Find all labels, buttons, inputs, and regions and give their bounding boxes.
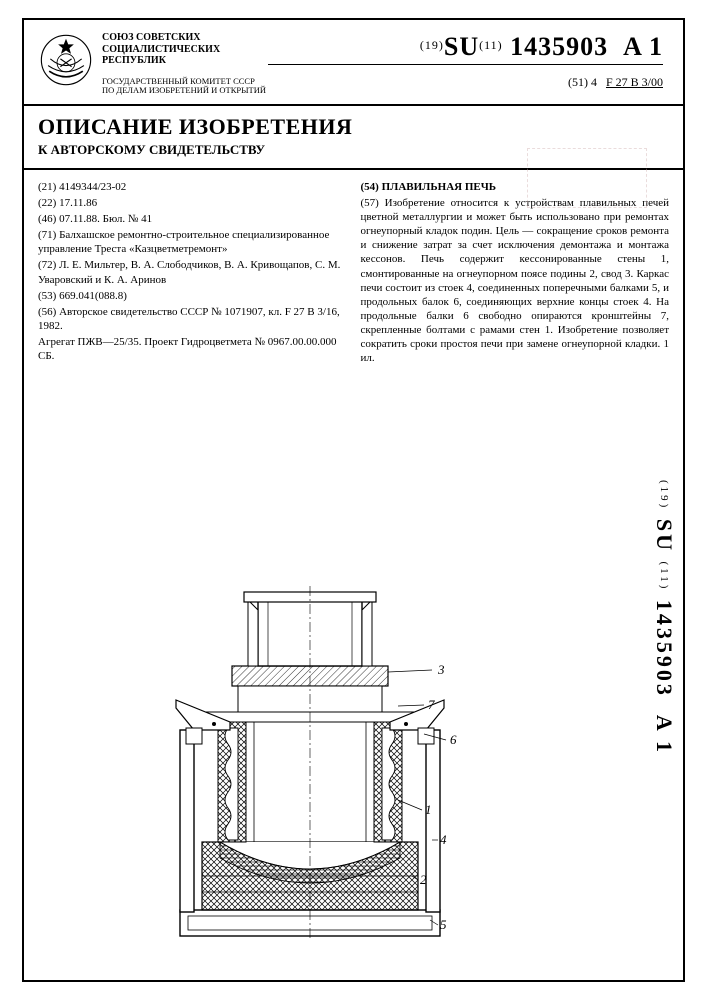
svg-text:7: 7	[428, 697, 435, 712]
class-code: F 27 B 3/00	[606, 75, 663, 89]
field-71: (71) Балхашское ремонтно-строительное сп…	[38, 228, 347, 256]
emblem-block: СОЮЗ СОВЕТСКИХ СОЦИАЛИСТИЧЕСКИХ РЕСПУБЛИ…	[38, 32, 268, 96]
svg-text:2: 2	[420, 872, 427, 887]
class-prefix: (51) 4	[568, 75, 597, 89]
svg-text:6: 6	[450, 732, 457, 747]
code-19: (19)	[420, 38, 444, 52]
left-column: (21) 4149344/23-02 (22) 17.11.86 (46) 07…	[38, 180, 347, 367]
doc-title: ОПИСАНИЕ ИЗОБРЕТЕНИЯ	[38, 114, 669, 140]
code-country: SU	[444, 32, 479, 61]
field-46: (46) 07.11.88. Бюл. № 41	[38, 212, 347, 226]
union-line2: СОЦИАЛИСТИЧЕСКИХ	[102, 44, 266, 56]
svg-text:5: 5	[440, 917, 447, 932]
code-11: (11)	[479, 38, 503, 52]
field-56: (56) Авторское свидетельство СССР № 1071…	[38, 305, 347, 333]
union-line1: СОЮЗ СОВЕТСКИХ	[102, 32, 266, 44]
field-56b: Агрегат ПЖВ—25/35. Проект Гидроцветмета …	[38, 335, 347, 363]
field-72: (72) Л. Е. Мильтер, В. А. Слободчиков, В…	[38, 258, 347, 286]
svg-text:1: 1	[425, 802, 432, 817]
field-53: (53) 669.041(088.8)	[38, 289, 347, 303]
code-number: 1435903	[510, 32, 608, 61]
code-kind: A 1	[623, 32, 663, 61]
furnace-diagram: 3 7 6 1 2 4 5	[130, 580, 510, 950]
abstract: (57) Изобретение относится к устройствам…	[361, 196, 670, 365]
header: СОЮЗ СОВЕТСКИХ СОЦИАЛИСТИЧЕСКИХ РЕСПУБЛИ…	[24, 20, 683, 106]
right-column: (54) ПЛАВИЛЬНАЯ ПЕЧЬ (57) Изобретение от…	[361, 180, 670, 367]
field-21: (21) 4149344/23-02	[38, 180, 347, 194]
header-text: СОЮЗ СОВЕТСКИХ СОЦИАЛИСТИЧЕСКИХ РЕСПУБЛИ…	[102, 32, 266, 96]
field-22: (22) 17.11.86	[38, 196, 347, 210]
committee-line2: ПО ДЕЛАМ ИЗОБРЕТЕНИЙ И ОТКРЫТИЙ	[102, 86, 266, 96]
side-code: (19) SU (11) 1435903 A 1	[651, 480, 677, 755]
ussr-emblem-icon	[38, 32, 94, 88]
union-line3: РЕСПУБЛИК	[102, 55, 266, 67]
svg-text:4: 4	[440, 832, 447, 847]
svg-text:3: 3	[437, 662, 445, 677]
library-stamp	[527, 148, 647, 208]
doc-code: (19)SU(11) 1435903 A 1 (51) 4 F 27 B 3/0…	[268, 32, 669, 96]
